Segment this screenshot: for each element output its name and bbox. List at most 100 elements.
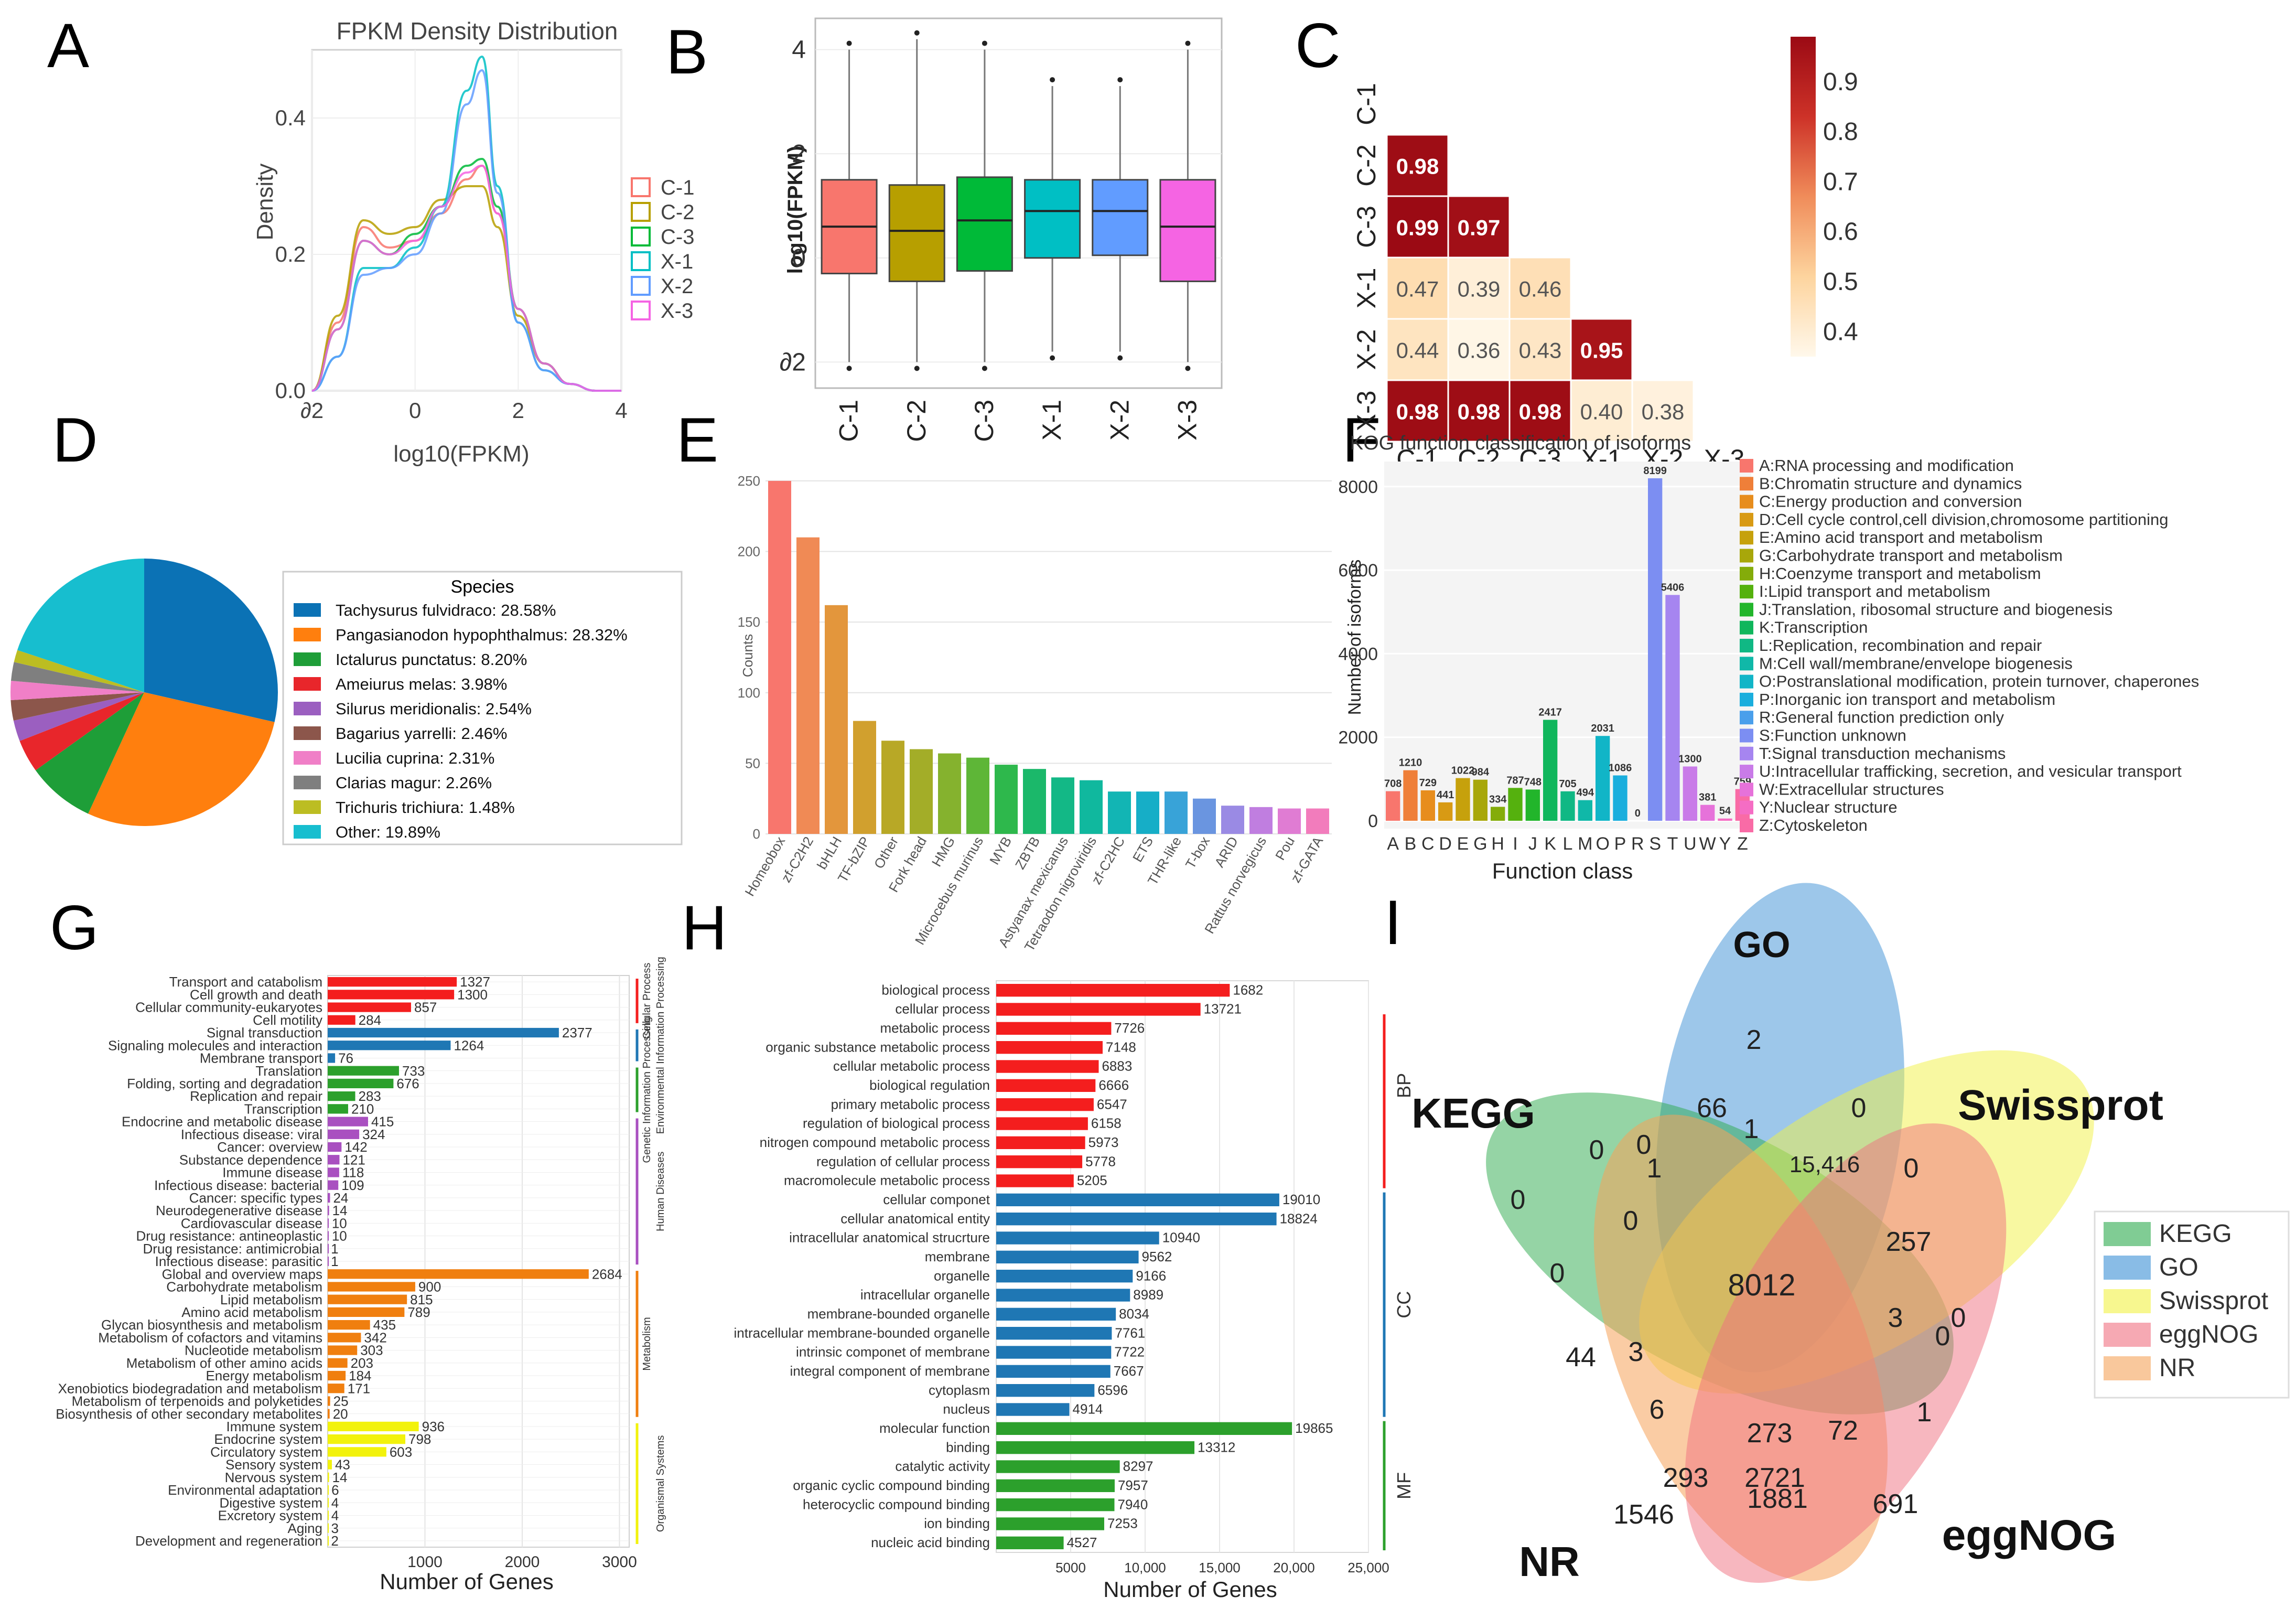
panel-h-bar xyxy=(996,1193,1279,1206)
panel-f-x-tick: A xyxy=(1387,834,1399,854)
panel-h-go-bars: Number of Genes 5000 10,000 15,000 20,000 25… xyxy=(734,980,1415,1602)
panel-h-x-tick: 15,000 xyxy=(1199,1560,1241,1575)
panel-f-legend-key xyxy=(1740,746,1753,760)
panel-g-bar-label: 2 xyxy=(331,1533,338,1549)
panel-g-bar xyxy=(328,1370,346,1381)
panel-i-region-count: 3 xyxy=(1629,1337,1644,1367)
panel-f-x-tick: R xyxy=(1631,834,1644,854)
panel-g-bar-label: 4 xyxy=(331,1495,339,1510)
panel-g-bar xyxy=(328,1282,415,1292)
panel-f-bar xyxy=(1560,791,1575,821)
panel-d-pie-slice xyxy=(19,692,144,770)
panel-f-bar-label: 1210 xyxy=(1399,757,1422,769)
panel-g-y-tick: Glycan biosynthesis and metabolism xyxy=(101,1317,322,1333)
panel-f-bar xyxy=(1473,779,1487,821)
panel-b-outlier xyxy=(846,366,852,371)
panel-g-bar xyxy=(328,1053,336,1063)
panel-e-bar xyxy=(1221,806,1244,834)
panel-f-y-tick: 2000 xyxy=(1338,728,1378,748)
panel-h-bar xyxy=(996,1479,1115,1492)
panel-h-y-tick: regulation of cellular process xyxy=(816,1153,990,1169)
panel-i-region-count: 8012 xyxy=(1728,1268,1795,1302)
panel-f-y-tick: 6000 xyxy=(1338,561,1378,581)
panel-f-legend-label: T:Signal transduction mechanisms xyxy=(1759,744,2006,763)
panel-d-pie-slice xyxy=(10,692,144,721)
panel-h-y-tick: regulation of biological process xyxy=(803,1116,990,1131)
panel-h-y-tick: cellular process xyxy=(895,1001,990,1017)
panel-e-bar xyxy=(881,741,904,834)
panel-e-y-tick: 0 xyxy=(753,826,760,842)
panel-a-density-chart: FPKM Density Distribution Density log10(… xyxy=(252,17,694,467)
panel-g-bar-label: 733 xyxy=(402,1063,425,1079)
panel-i-region-count: 257 xyxy=(1886,1227,1932,1257)
panel-i-region-count: 72 xyxy=(1828,1416,1858,1446)
panel-a-x-tick: 4 xyxy=(615,398,627,423)
panel-h-plot-area xyxy=(996,980,1369,1553)
panel-f-legend-key xyxy=(1740,459,1753,473)
panel-g-y-tick: Metabolism of cofactors and vitamins xyxy=(98,1330,322,1345)
panel-f-xlabel: Function class xyxy=(1492,859,1633,883)
panel-h-y-tick: membrane xyxy=(925,1249,990,1264)
panel-h-y-tick: biological regulation xyxy=(869,1077,990,1093)
panel-e-bar xyxy=(1080,780,1103,834)
panel-f-legend-label: L:Replication, recombination and repair xyxy=(1759,636,2042,655)
panel-d-legend-key xyxy=(294,677,321,691)
panel-h-y-tick: primary metabolic process xyxy=(831,1096,990,1112)
panel-f-legend-label: U:Intracellular trafficking, secretion, … xyxy=(1759,762,2182,780)
panel-b-outlier xyxy=(1117,355,1123,361)
panel-i-set-label: GO xyxy=(1733,924,1791,965)
panel-b-y-tick: ∂2 xyxy=(780,348,806,376)
panel-e-bar xyxy=(796,537,820,834)
panel-d-pie-slice xyxy=(88,692,275,827)
panel-h-y-tick: molecular function xyxy=(879,1420,990,1436)
panel-a-legend-label: C-1 xyxy=(661,176,694,199)
panel-h-bar-label: 8297 xyxy=(1123,1459,1154,1474)
panel-g-y-tick: Infectious disease: viral xyxy=(181,1127,322,1142)
panel-g-bar xyxy=(328,1307,405,1317)
panel-a-legend-label: C-3 xyxy=(661,226,694,249)
panel-g-y-tick: Digestive system xyxy=(220,1495,323,1510)
panel-g-bar xyxy=(328,1218,329,1228)
panel-h-y-tick: intracellular anatomical strucrture xyxy=(789,1230,990,1246)
panel-f-legend-label: R:General function prediction only xyxy=(1759,708,2004,726)
panel-b-y-tick: 4 xyxy=(792,36,806,64)
panel-g-y-tick: Circulatory system xyxy=(210,1444,322,1460)
panel-g-y-tick: Cancer: overview xyxy=(217,1139,322,1155)
panel-b-box-c-2 xyxy=(888,184,945,282)
panel-g-section-label: Organismal Systems xyxy=(655,1435,666,1532)
panel-b-x-tick: X-3 xyxy=(1172,400,1202,441)
panel-f-y-tick: 0 xyxy=(1368,811,1378,831)
panel-e-bar xyxy=(1165,791,1188,834)
panel-f-legend-key xyxy=(1740,477,1753,491)
panel-c-colorbar-tick: 0.7 xyxy=(1823,168,1858,196)
panel-f-x-tick: P xyxy=(1614,834,1626,854)
panel-h-y-tick: organic cyclic compound binding xyxy=(793,1477,990,1493)
panel-h-bar xyxy=(996,1117,1088,1130)
panel-i-region-count: 691 xyxy=(1873,1489,1918,1519)
panel-i-region-count: 2 xyxy=(1747,1025,1762,1055)
panel-i-region-count: 1 xyxy=(1647,1153,1662,1184)
panel-g-section-label: Metabolism xyxy=(641,1317,653,1370)
panel-letter-g: G xyxy=(50,893,99,963)
panel-d-legend-label: Other: 19.89% xyxy=(336,823,440,841)
panel-h-bar-label: 18824 xyxy=(1280,1210,1318,1226)
panel-f-legend-key xyxy=(1740,657,1753,671)
panel-i-legend-key xyxy=(2104,1222,2151,1246)
panel-f-bar xyxy=(1596,736,1610,821)
panel-e-x-tick: ARID xyxy=(1211,834,1241,870)
panel-g-bar-label: 1327 xyxy=(460,974,490,990)
panel-f-x-tick: Z xyxy=(1737,834,1748,854)
panel-h-bar-label: 8034 xyxy=(1119,1306,1149,1322)
panel-f-bar xyxy=(1543,720,1558,821)
panel-h-y-tick: organic substance metabolic process xyxy=(766,1039,990,1055)
panel-h-y-tick: ion binding xyxy=(924,1516,990,1531)
panel-f-bar xyxy=(1403,770,1418,821)
panel-g-bar xyxy=(328,1396,330,1406)
panel-f-x-tick: W xyxy=(1699,834,1716,854)
panel-i-set-eggnog xyxy=(1685,1123,2007,1583)
panel-f-legend-label: E:Amino acid transport and metabolism xyxy=(1759,528,2043,546)
panel-g-bar xyxy=(328,1320,370,1330)
panel-c-cell-value: 0.98 xyxy=(1519,400,1562,424)
panel-f-x-tick: J xyxy=(1528,834,1537,854)
panel-d-pie-slice xyxy=(10,681,144,700)
